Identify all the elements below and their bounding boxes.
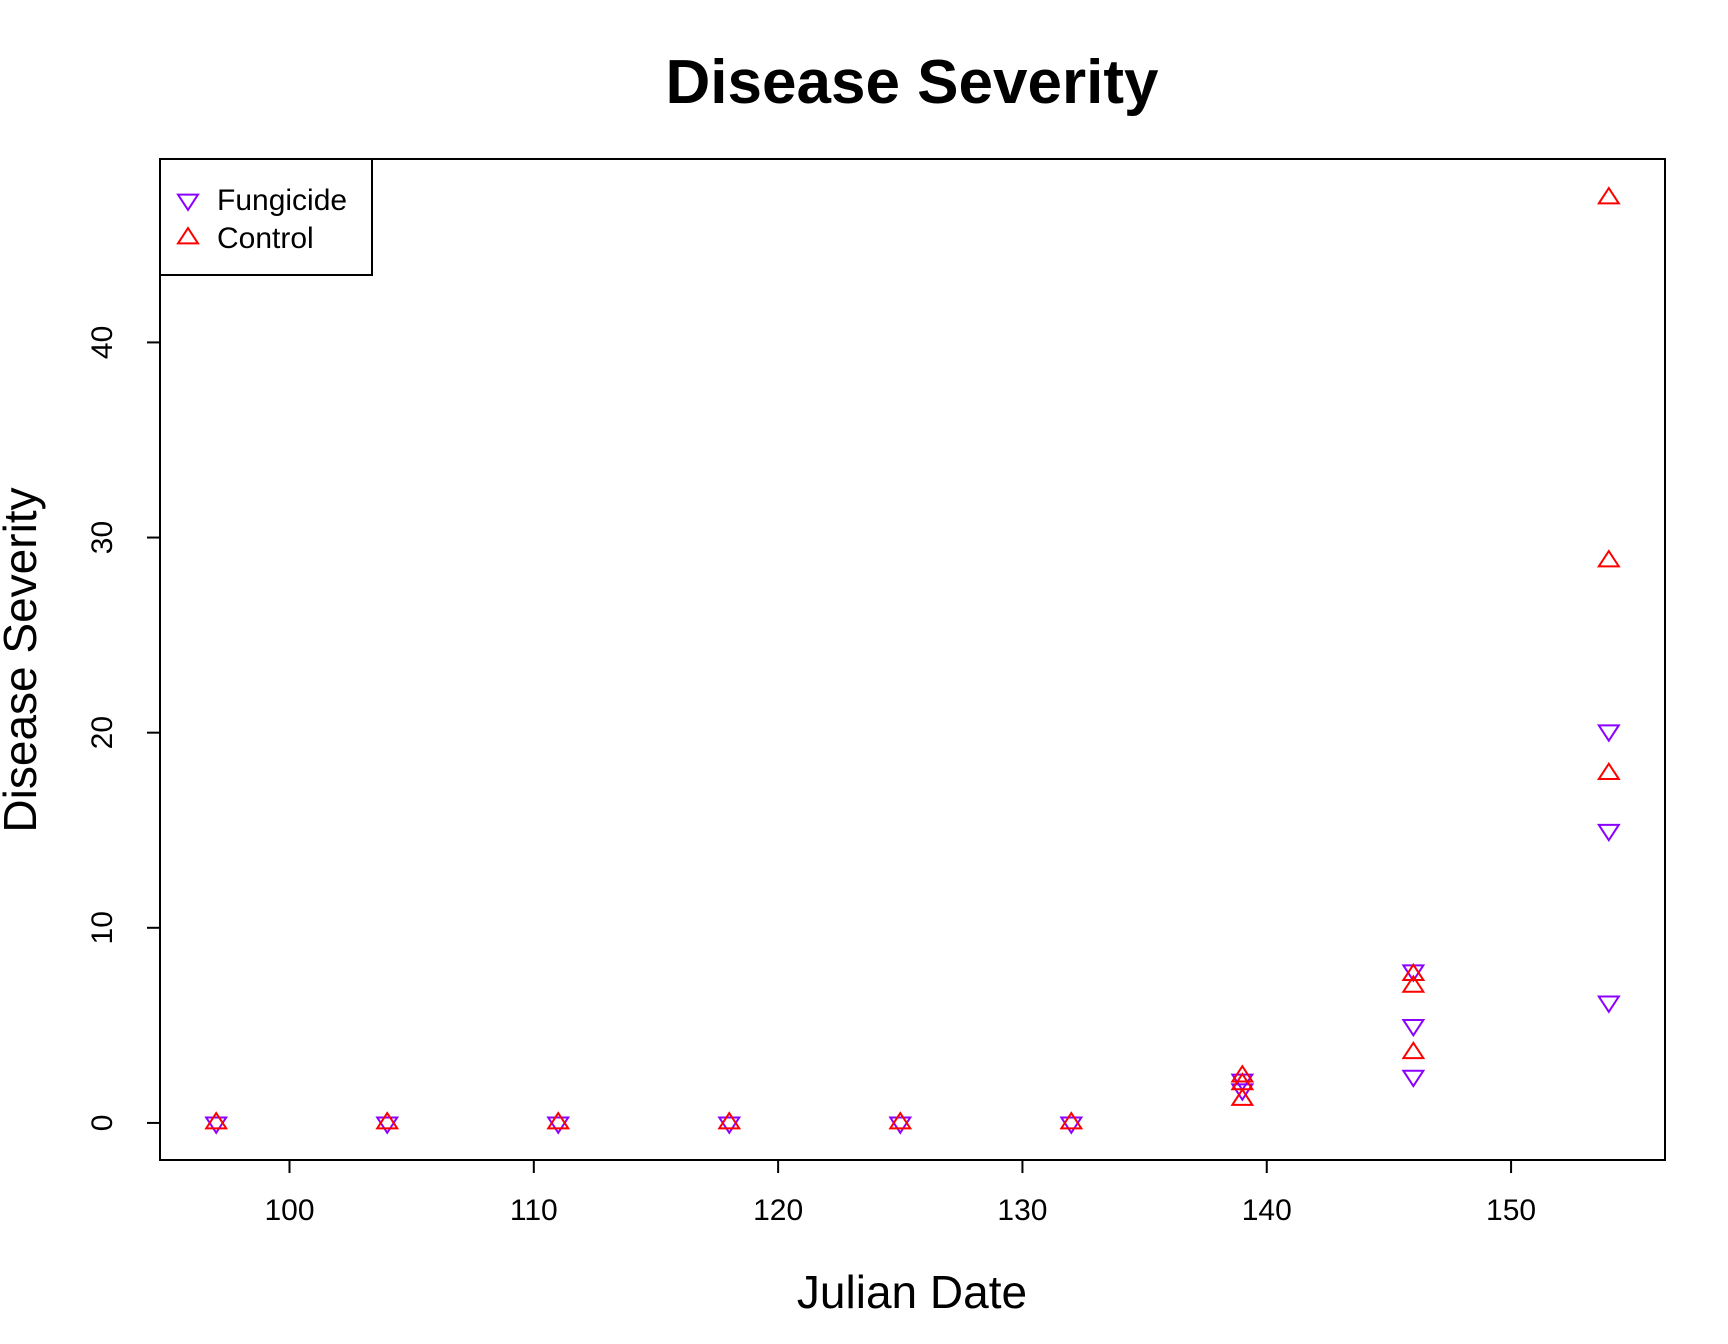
legend-marker-fungicide bbox=[176, 193, 200, 212]
y-tick-label: 10 bbox=[86, 911, 119, 944]
x-tick-label: 140 bbox=[1242, 1194, 1292, 1227]
control-point bbox=[1401, 1040, 1426, 1060]
fungicide-point bbox=[717, 1116, 742, 1135]
control-point bbox=[204, 1111, 229, 1130]
fungicide-point bbox=[1596, 724, 1621, 743]
chart-title: Disease Severity bbox=[666, 48, 1159, 117]
control-point bbox=[375, 1111, 400, 1130]
control-point bbox=[717, 1111, 742, 1130]
y-tick-label: 0 bbox=[86, 1115, 119, 1132]
legend-label-fungicide: Fungicide bbox=[217, 184, 347, 217]
x-tick-label: 100 bbox=[264, 1194, 314, 1227]
fungicide-point bbox=[546, 1116, 571, 1135]
plot-frame bbox=[159, 158, 1666, 1161]
fungicide-point bbox=[1596, 995, 1621, 1014]
control-point bbox=[1230, 1087, 1255, 1106]
y-axis-label: Disease Severity bbox=[0, 487, 46, 832]
fungicide-point bbox=[1059, 1116, 1084, 1135]
x-tick-label: 150 bbox=[1486, 1194, 1536, 1227]
legend: Fungicide Control bbox=[159, 158, 373, 276]
fungicide-point bbox=[1596, 823, 1621, 842]
fungicide-point bbox=[888, 1116, 913, 1135]
control-point bbox=[888, 1111, 913, 1130]
x-tick-label: 110 bbox=[510, 1194, 558, 1227]
y-tick-label: 30 bbox=[86, 521, 119, 554]
control-point bbox=[546, 1111, 571, 1130]
fungicide-point bbox=[1230, 1083, 1255, 1102]
y-tick-label: 20 bbox=[86, 716, 119, 749]
fungicide-point bbox=[1401, 1069, 1426, 1088]
legend-box bbox=[159, 158, 373, 276]
fungicide-point bbox=[204, 1116, 229, 1135]
legend-label-control: Control bbox=[217, 222, 314, 255]
control-point bbox=[1401, 962, 1426, 982]
y-axis: 0 10 20 30 40 bbox=[86, 326, 161, 1132]
x-tick-label: 120 bbox=[753, 1194, 803, 1227]
fungicide-point bbox=[375, 1116, 400, 1135]
x-tick-label: 130 bbox=[997, 1194, 1047, 1227]
x-axis: 100 110 120 130 140 150 bbox=[264, 1159, 1536, 1227]
legend-marker-control bbox=[176, 226, 200, 245]
control-point bbox=[1401, 974, 1426, 993]
fungicide-point bbox=[1401, 1018, 1426, 1038]
x-axis-label: Julian Date bbox=[797, 1266, 1027, 1318]
control-point bbox=[1059, 1111, 1084, 1130]
control-point bbox=[1230, 1064, 1255, 1083]
control-point bbox=[1596, 549, 1621, 568]
data-points bbox=[204, 186, 1621, 1135]
control-point bbox=[1596, 761, 1621, 781]
control-point bbox=[1596, 186, 1621, 205]
fungicide-point bbox=[1401, 964, 1426, 983]
y-tick-label: 40 bbox=[86, 326, 119, 359]
